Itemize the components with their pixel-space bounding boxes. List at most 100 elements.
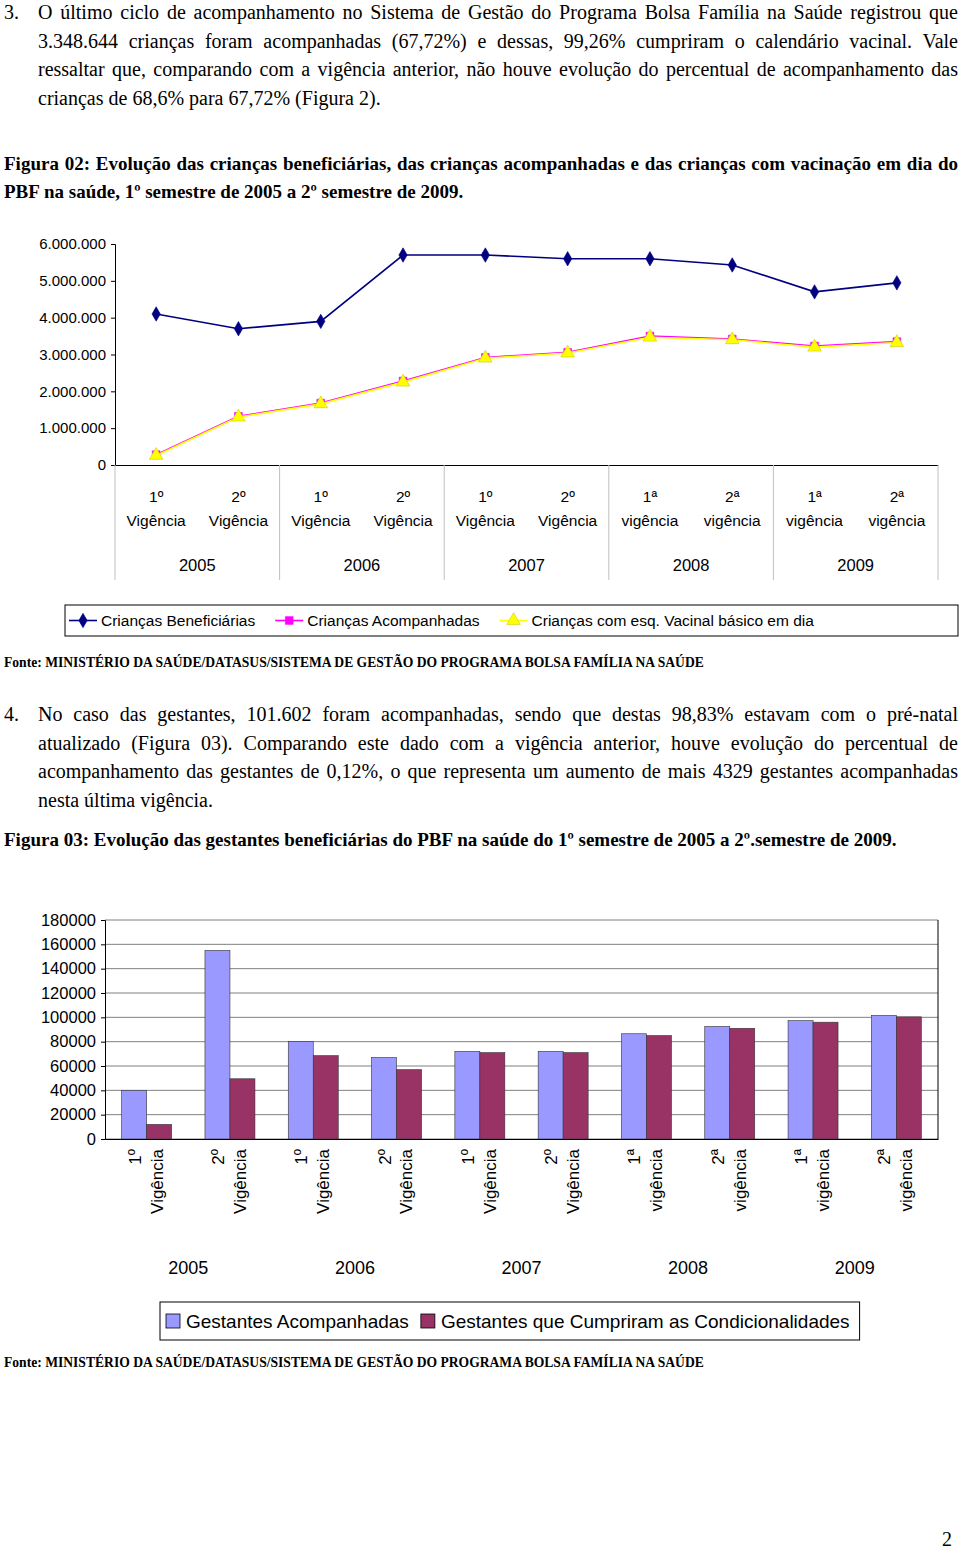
x-tick: 2ªvigência <box>704 488 761 529</box>
series-marker <box>725 332 739 344</box>
tick-label: 0 <box>87 1130 96 1148</box>
group-separator <box>444 465 445 580</box>
y-tick: 1.000.000 <box>39 419 115 436</box>
tick-label: 20000 <box>50 1105 96 1123</box>
tick-mark <box>111 428 115 429</box>
y-tick: 160000 <box>41 935 105 953</box>
tick-label: 1ªvigência <box>625 1148 666 1211</box>
tick-label: 1.000.000 <box>39 419 106 436</box>
bar <box>480 1053 505 1139</box>
group-separator <box>608 465 609 580</box>
tick-label: 6.000.000 <box>39 235 106 252</box>
tick-label: 1ºVigência <box>127 488 187 529</box>
bar <box>813 1022 838 1139</box>
series-marker <box>808 339 822 351</box>
tick-mark <box>101 993 105 994</box>
tick-mark <box>111 244 115 245</box>
series-marker <box>481 248 489 262</box>
x-tick: 1ªvigência <box>792 1148 833 1211</box>
bar <box>538 1051 563 1139</box>
x-tick: 2ºVigência <box>542 1148 583 1213</box>
series-marker <box>317 314 325 328</box>
y-tick: 40000 <box>50 1081 105 1099</box>
tick-label: 5.000.000 <box>39 272 106 289</box>
bar <box>788 1021 813 1139</box>
legend-label: Crianças Beneficiárias <box>101 612 255 629</box>
tick-label: 1ªvigência <box>622 488 679 529</box>
x-tick: 1ªvigência <box>786 488 843 529</box>
x-tick: 1ªvigência <box>625 1148 666 1211</box>
y-tick: 5.000.000 <box>39 272 115 289</box>
legend-label: Gestantes que Cumpriram as Condicionalid… <box>441 1311 850 1332</box>
bar <box>122 1090 147 1139</box>
tick-mark <box>101 1042 105 1043</box>
tick-label: 2ªvigência <box>704 488 761 529</box>
series-marker <box>563 252 571 266</box>
x-tick: 1ºVigência <box>127 488 187 529</box>
tick-mark <box>101 1066 105 1067</box>
figure-caption: Figura 03: Evolução das gestantes benefi… <box>4 826 958 854</box>
x-tick: 1ªvigência <box>622 488 679 529</box>
y-axis: 0200004000060000800001000001200001400001… <box>41 911 106 1148</box>
bar <box>230 1079 255 1139</box>
tick-label: 2ºVigência <box>538 488 598 529</box>
tick-mark <box>111 281 115 282</box>
tick-label: 2ªvigência <box>709 1148 750 1211</box>
tick-label: 140000 <box>41 959 96 977</box>
tick-mark <box>101 1115 105 1116</box>
tick-label: 1ªvigência <box>792 1148 833 1211</box>
y-tick: 20000 <box>50 1105 105 1123</box>
plot-marks <box>149 248 903 460</box>
legend-marker <box>507 613 521 625</box>
legend-label: Crianças Acompanhadas <box>307 612 480 629</box>
bar <box>372 1057 397 1139</box>
paragraph-text: No caso das gestantes, 101.602 foram aco… <box>38 700 958 815</box>
x-tick: 2ªvigência <box>875 1148 916 1211</box>
tick-label: 1ºVigência <box>291 488 351 529</box>
series-marker <box>232 409 246 421</box>
tick-label: 60000 <box>50 1057 96 1075</box>
group-label: 2008 <box>673 556 710 574</box>
legend-marker <box>79 613 87 627</box>
paragraph: 3. O último ciclo de acompanhamento no Si… <box>0 0 958 112</box>
series-marker <box>479 350 493 362</box>
series-marker <box>152 307 160 321</box>
y-tick: 3.000.000 <box>39 346 115 363</box>
bar <box>455 1051 480 1139</box>
chart: 0200004000060000800001000001200001400001… <box>0 900 960 1355</box>
tick-label: 1ºVigência <box>456 488 516 529</box>
x-tick: 2ºVigência <box>538 488 598 529</box>
bar <box>563 1053 588 1139</box>
y-tick: 6.000.000 <box>39 235 115 252</box>
paragraph-text: O último ciclo de acompanhamento no Sist… <box>38 0 958 112</box>
legend-box <box>65 605 958 636</box>
x-tick: 1ºVigência <box>292 1148 333 1213</box>
tick-mark <box>101 969 105 970</box>
tick-label: 40000 <box>50 1081 96 1099</box>
figure-caption: Figura 02: Evolução das crianças benefic… <box>4 150 958 205</box>
series-marker <box>728 258 736 272</box>
plot-marks <box>122 950 922 1139</box>
legend-label: Crianças com esq. Vacinal básico em dia <box>532 612 815 629</box>
legend-marker <box>285 617 293 625</box>
axis-line <box>116 465 939 466</box>
x-tick: 2ºVigência <box>373 488 433 529</box>
x-tick: 1ºVigência <box>456 488 516 529</box>
tick-label: 80000 <box>50 1032 96 1050</box>
y-axis: 01.000.0002.000.0003.000.0004.000.0005.0… <box>39 235 115 473</box>
group-separator <box>279 465 280 580</box>
group-label: 2006 <box>335 1258 375 1278</box>
tick-label: 1ºVigência <box>292 1148 333 1213</box>
series-marker <box>396 374 410 386</box>
group-label: 2007 <box>501 1258 541 1278</box>
legend-label: Gestantes Acompanhadas <box>186 1311 409 1332</box>
tick-mark <box>111 318 115 319</box>
x-tick: 2ºVigência <box>209 1148 250 1213</box>
y-tick: 140000 <box>41 959 105 977</box>
x-axis: 1ºVigência 2ºVigência 1ºVigência 2ºVigência… <box>116 466 939 530</box>
tick-label: 1ªvigência <box>786 488 843 529</box>
y-tick: 4.000.000 <box>39 309 115 326</box>
y-tick: 180000 <box>41 911 105 929</box>
grid-line <box>105 944 938 945</box>
paragraph-number: 3. <box>4 0 19 27</box>
